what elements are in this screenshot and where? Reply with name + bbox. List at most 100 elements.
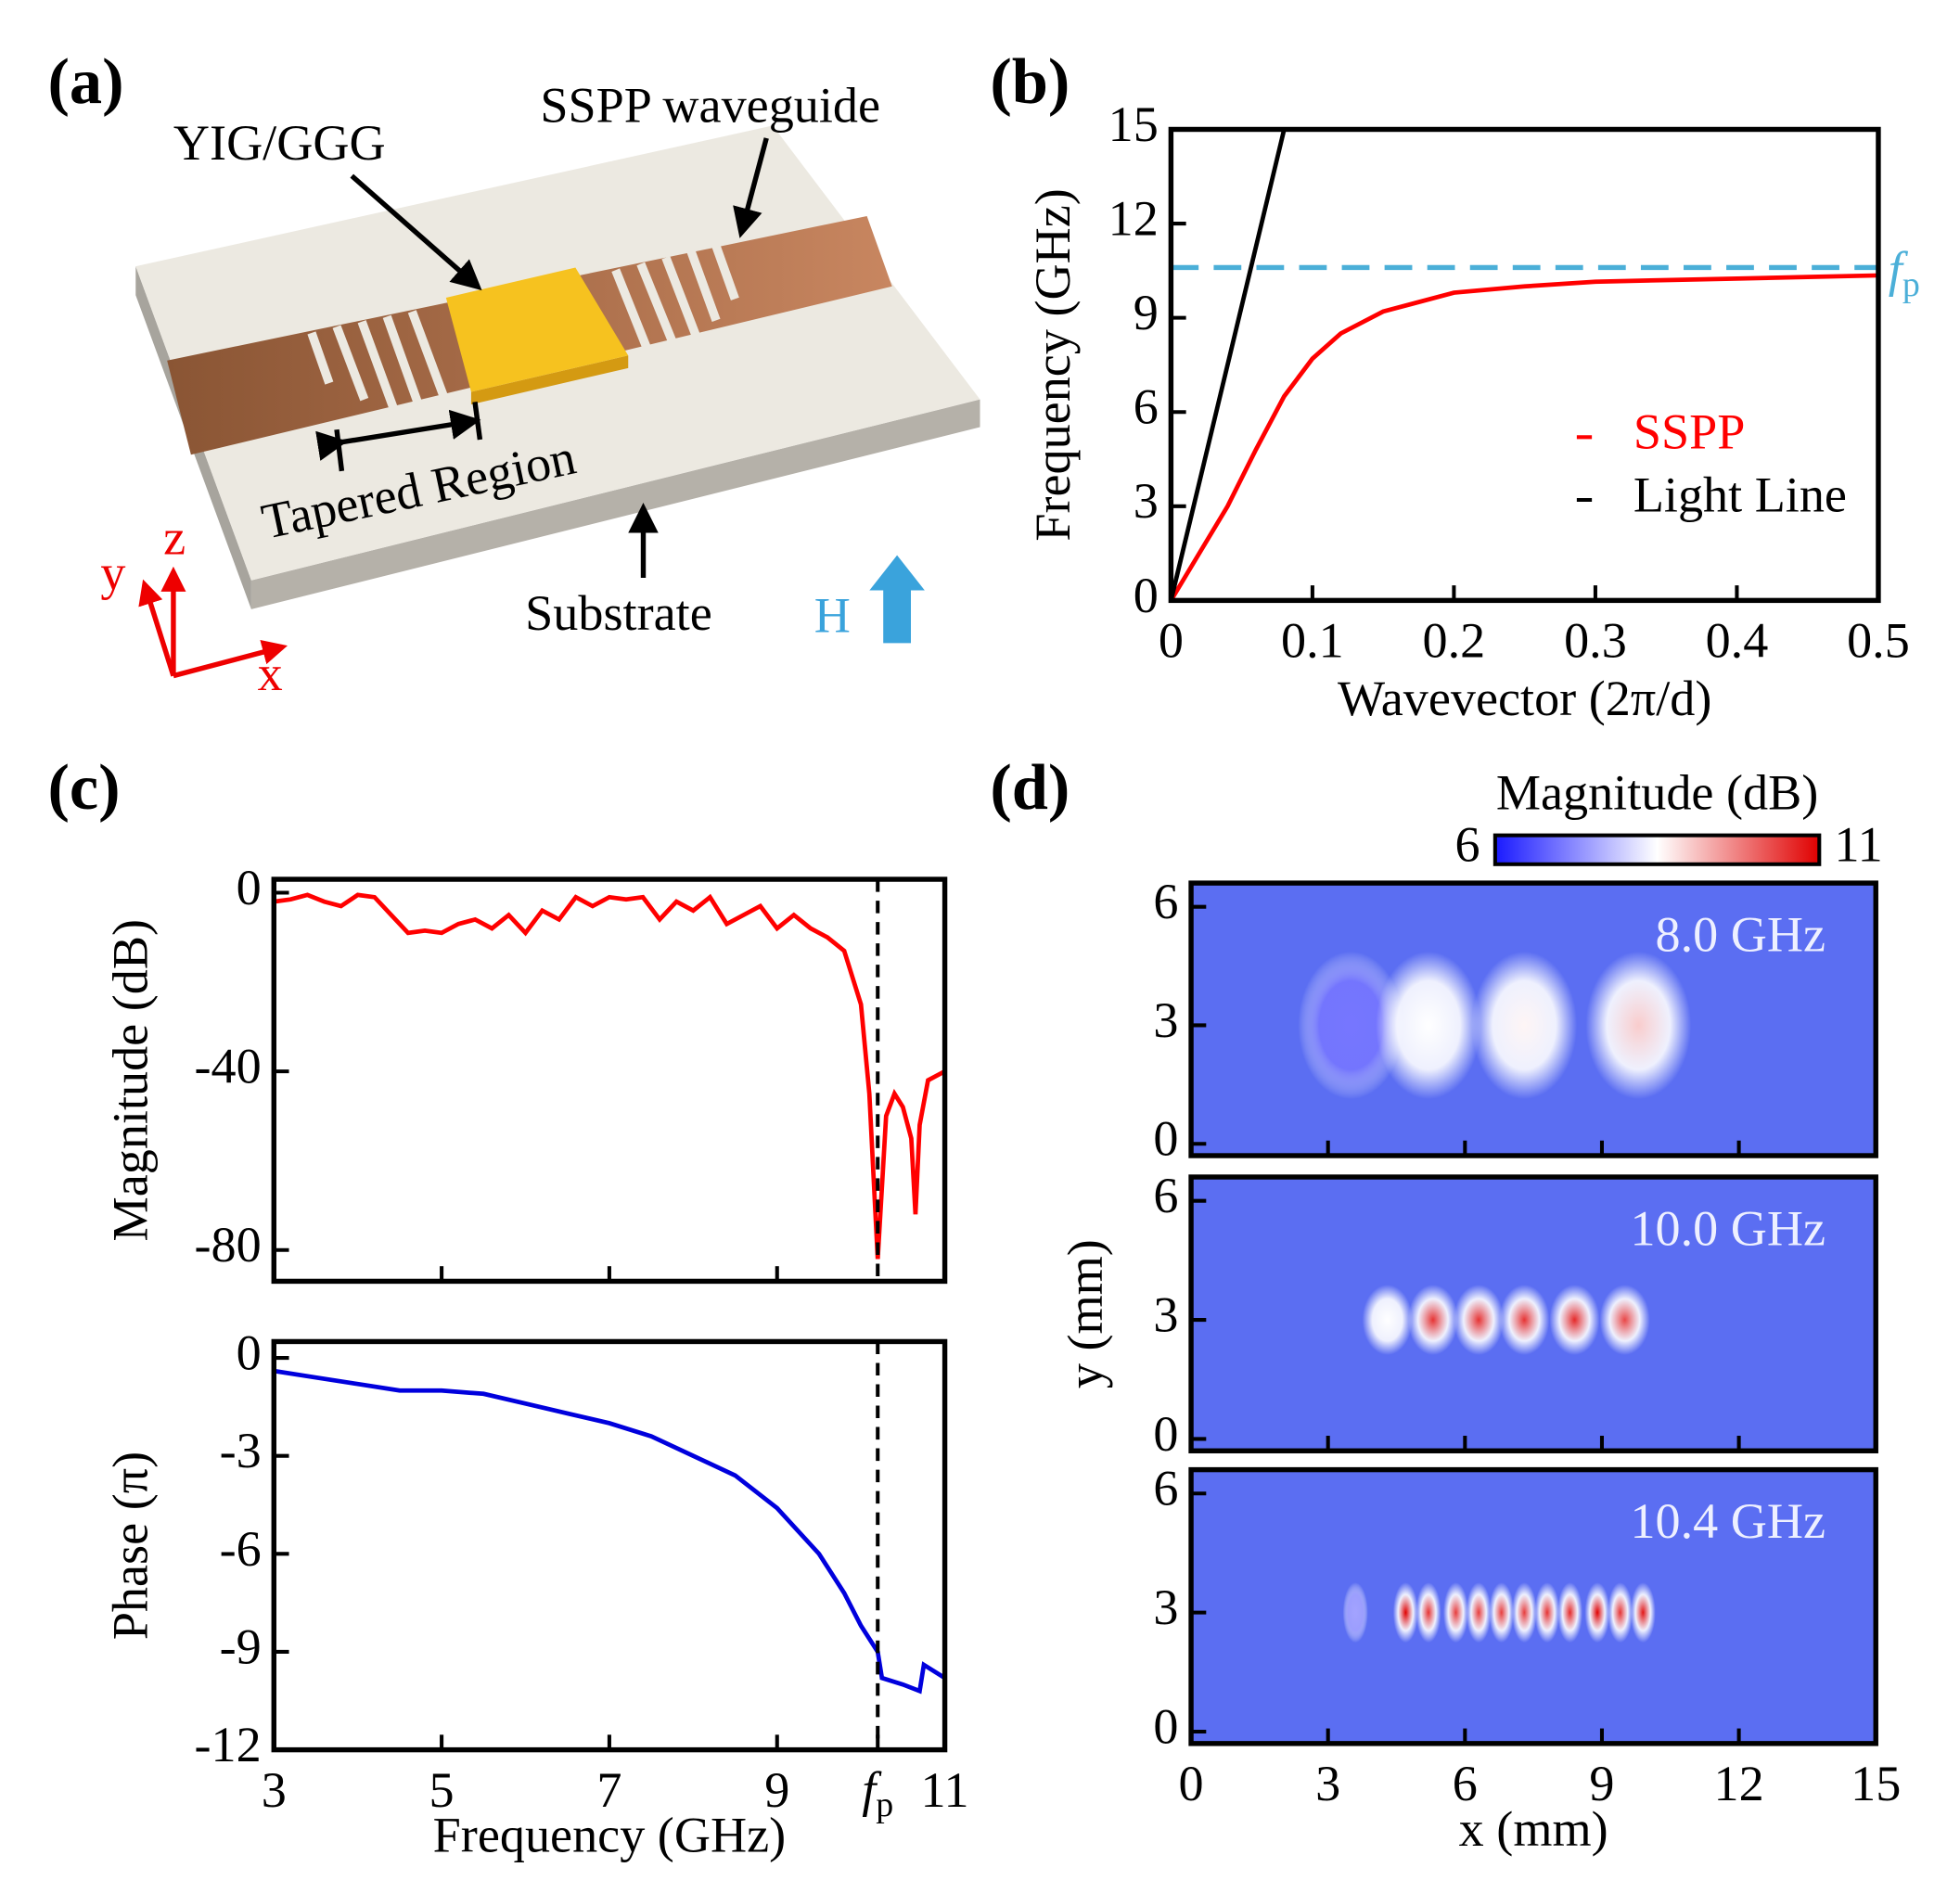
y-tick-label: -80 [195, 1217, 262, 1273]
x-tick-label: 0.1 [1281, 613, 1344, 669]
spot [1442, 1582, 1469, 1644]
y-tick-label: 3 [1153, 1287, 1178, 1343]
arrow [350, 173, 482, 291]
panel-label: (b) [990, 45, 1070, 118]
substrate-front [250, 399, 980, 609]
panel-label: (a) [47, 45, 123, 118]
spot [1549, 1285, 1600, 1355]
y-tick-label: 6 [1134, 379, 1159, 435]
y-tick-label: 0 [1153, 1698, 1178, 1754]
y-tick-label: 3 [1153, 1580, 1178, 1635]
y-tick-label: 0 [1134, 568, 1159, 623]
field-label: H [814, 587, 851, 643]
y-tick-label: -9 [220, 1618, 262, 1674]
y-axis-label: Magnitude (dB) [103, 919, 159, 1241]
colorbar-title: Magnitude (dB) [1496, 764, 1818, 820]
spot [1599, 1285, 1650, 1355]
legend-label: SSPP [1633, 404, 1745, 460]
plot-frame [271, 876, 948, 1285]
panel-label: (d) [990, 751, 1070, 824]
y-tick-label: 6 [1153, 874, 1178, 929]
legend-label: Light Line [1633, 467, 1847, 522]
spot [1376, 951, 1481, 1100]
spot [1454, 1285, 1505, 1355]
spot [1585, 951, 1692, 1100]
axis-arrow [173, 639, 288, 679]
arrow [733, 137, 769, 238]
x-axis-label: Wavevector (2π/d) [1338, 671, 1711, 726]
plot-frame [271, 1338, 948, 1753]
series-line [274, 892, 945, 1260]
y-axis-label: Phase (π) [103, 1452, 159, 1640]
x-tick-label: 0 [1159, 613, 1184, 669]
axis-label: z [163, 510, 186, 566]
y-tick-label: 6 [1153, 1168, 1178, 1223]
x-tick-label: 11 [920, 1762, 968, 1818]
chart: 10.0 GHz 0 3 6 y (mm) [1057, 1168, 1878, 1462]
series-line [274, 1368, 945, 1695]
heatmap-title: 10.4 GHz [1630, 1493, 1825, 1549]
y-tick-label: 0 [237, 860, 262, 915]
x-tick-label: 3 [262, 1762, 287, 1818]
plot-frame [1168, 126, 1881, 604]
spot [1362, 1285, 1413, 1355]
reference-label: fp [1889, 242, 1920, 304]
x-tick-label: 9 [764, 1762, 789, 1818]
waveguide-label: SSPP waveguide [540, 78, 880, 134]
colorbar-tick-label: 6 [1455, 817, 1480, 873]
y-tick-label: 12 [1108, 191, 1159, 247]
y-tick-label: 0 [237, 1324, 262, 1380]
plot-frame [1188, 1174, 1878, 1453]
chart: 3 5 7 9 fp 11 0 -3 -6 -9 -12 Frequency (GHz) Phase (… [103, 1324, 969, 1862]
spot [1471, 951, 1578, 1100]
y-axis-label: Frequency (GHz) [1025, 188, 1081, 541]
grooves [307, 244, 739, 424]
heatmap-title: 10.0 GHz [1630, 1200, 1825, 1256]
x-tick-label: fp [862, 1762, 893, 1824]
y-tick-label: 3 [1134, 473, 1159, 529]
spot [1584, 1582, 1610, 1644]
dimension [334, 428, 345, 472]
y-axis-label: y (mm) [1057, 1239, 1113, 1388]
spot [1416, 1582, 1441, 1644]
spot [1466, 1582, 1492, 1644]
substrate-label: Substrate [525, 585, 712, 641]
spot [1630, 1582, 1656, 1644]
colorbar [1492, 833, 1822, 866]
x-axis-label: x (mm) [1459, 1801, 1608, 1857]
spot [1608, 1582, 1633, 1644]
colorbar-tick-label: 11 [1835, 817, 1883, 873]
x-tick-label: 5 [429, 1762, 455, 1818]
spot [1407, 1285, 1458, 1355]
axis-arrow [138, 579, 176, 677]
x-tick-label: 3 [1315, 1756, 1340, 1811]
x-tick-label: 0 [1179, 1756, 1204, 1811]
dimension [472, 402, 483, 441]
field-arrow [869, 555, 925, 644]
y-tick-label: 3 [1153, 992, 1178, 1048]
y-tick-label: 15 [1108, 96, 1159, 152]
yig-block [445, 267, 629, 392]
x-tick-label: 9 [1589, 1756, 1614, 1811]
plot-frame [1188, 1466, 1878, 1746]
x-tick-label: 6 [1453, 1756, 1478, 1811]
panel-label: (c) [47, 751, 120, 824]
block-label: YIG/GGG [173, 115, 386, 171]
y-tick-label: -6 [220, 1521, 262, 1577]
spot [1342, 1582, 1368, 1644]
x-tick-label: 15 [1851, 1756, 1901, 1811]
x-tick-label: 0.4 [1706, 613, 1769, 669]
y-tick-label: -12 [195, 1717, 262, 1772]
chart: 0 -40 -80 Magnitude (dB) [103, 860, 948, 1285]
y-tick-label: 0 [1153, 1406, 1178, 1462]
x-tick-label: 0.3 [1564, 613, 1627, 669]
spot [1556, 1582, 1583, 1644]
axis-label: x [258, 646, 283, 701]
x-tick-label: 0.2 [1423, 613, 1486, 669]
reference-label-sub: p [1902, 265, 1920, 304]
spot [1298, 951, 1404, 1100]
axis-label: y [100, 544, 125, 600]
spot [1511, 1582, 1537, 1644]
